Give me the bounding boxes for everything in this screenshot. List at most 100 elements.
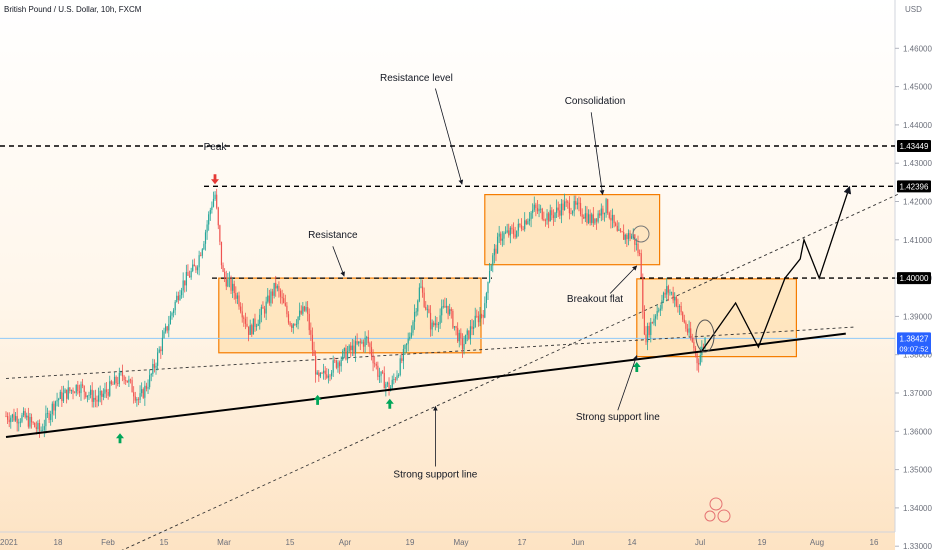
candle-body [307,307,309,314]
annotation-arrows [332,88,638,467]
candle-body [378,375,381,377]
candle-body [385,384,387,389]
candle-body [517,223,519,231]
candle-body [495,248,497,254]
candle-body [551,210,553,216]
candle-body [176,295,178,302]
price-label-box [897,332,931,355]
candle-body [651,322,653,324]
price-tick-label: 1.37000 [903,389,932,398]
price-tick-label: 1.43000 [903,159,932,168]
candle-body [417,300,419,312]
candle-body [702,346,705,348]
candle-body [342,350,344,360]
candle-body [155,365,157,368]
candle-body [600,208,602,216]
candle-body [530,212,532,220]
candle-body [415,311,417,313]
candle-body [396,375,398,380]
strong-support-line [5,332,846,439]
annotation-strong-support-2: Strong support line [393,469,477,480]
candle-body [504,232,507,234]
candle-body [61,391,63,402]
candle-body [276,286,278,289]
candle-body [383,373,385,389]
candle-body [166,326,168,331]
candle-body [168,324,170,331]
candle-body [201,249,203,256]
candle-body [303,306,306,311]
candle-body [340,359,342,367]
candle-body [425,306,427,310]
candle-body [520,225,523,229]
candle-body [330,372,333,376]
candle-body [445,305,448,308]
candle-body [311,334,314,350]
candle-body [661,300,663,309]
candle-body [219,225,221,242]
candle-body [107,392,109,396]
candle-body [104,389,106,394]
candle-body [43,426,45,430]
candle-body [240,306,242,312]
candle-body [147,387,149,389]
candle-body [289,322,291,326]
candle-body [295,324,298,325]
candle-body [227,279,229,287]
time-tick-label: Mar [217,538,231,547]
candle-body [196,267,199,271]
forecast-line [700,185,852,353]
candle-body [608,213,610,218]
time-tick-label: 15 [286,538,295,547]
currency-label: USD [905,5,922,14]
candle-body [53,403,55,411]
candle-body [653,318,655,324]
candle-body [26,415,28,418]
candle-body [149,375,151,388]
candle-body [13,414,15,421]
candle-body [646,325,649,343]
candle-body [232,283,234,291]
annotation-arrow [435,88,464,185]
candle-body [10,417,12,423]
candle-body [686,328,689,333]
candle-body [370,347,373,356]
candle-body [468,330,470,339]
candle-body [131,380,133,393]
candle-body [169,315,171,325]
candle-body [556,207,558,213]
candle-body [267,295,269,302]
candle-body [511,227,513,230]
candle-body [549,210,551,222]
candle-body [319,372,322,377]
candle-body [145,385,148,389]
candle-body [222,265,224,272]
candle-body [583,216,585,219]
candle-body [584,213,586,219]
candle-body [46,413,49,414]
candle-body [428,308,430,313]
candle-body [453,326,456,328]
candle-body [682,312,684,320]
candle-body [136,399,138,401]
candle-body [635,243,638,245]
candle-body [230,278,232,291]
candle-body [228,278,231,280]
time-tick-label: 19 [406,538,415,547]
candle-body [678,306,681,307]
price-tick-label: 1.33000 [903,542,932,550]
candle-body [375,363,377,366]
price-label-box [897,180,931,193]
candle-body [198,255,200,268]
candle-body [481,314,483,316]
candle-body [287,314,290,323]
candle-body [586,213,588,223]
candle-body [271,291,274,296]
candle-body [14,416,17,421]
candle-body [244,318,246,324]
candle-body [137,399,140,400]
candle-body [460,332,462,339]
candle-body [278,286,280,291]
candle-body [501,238,503,241]
